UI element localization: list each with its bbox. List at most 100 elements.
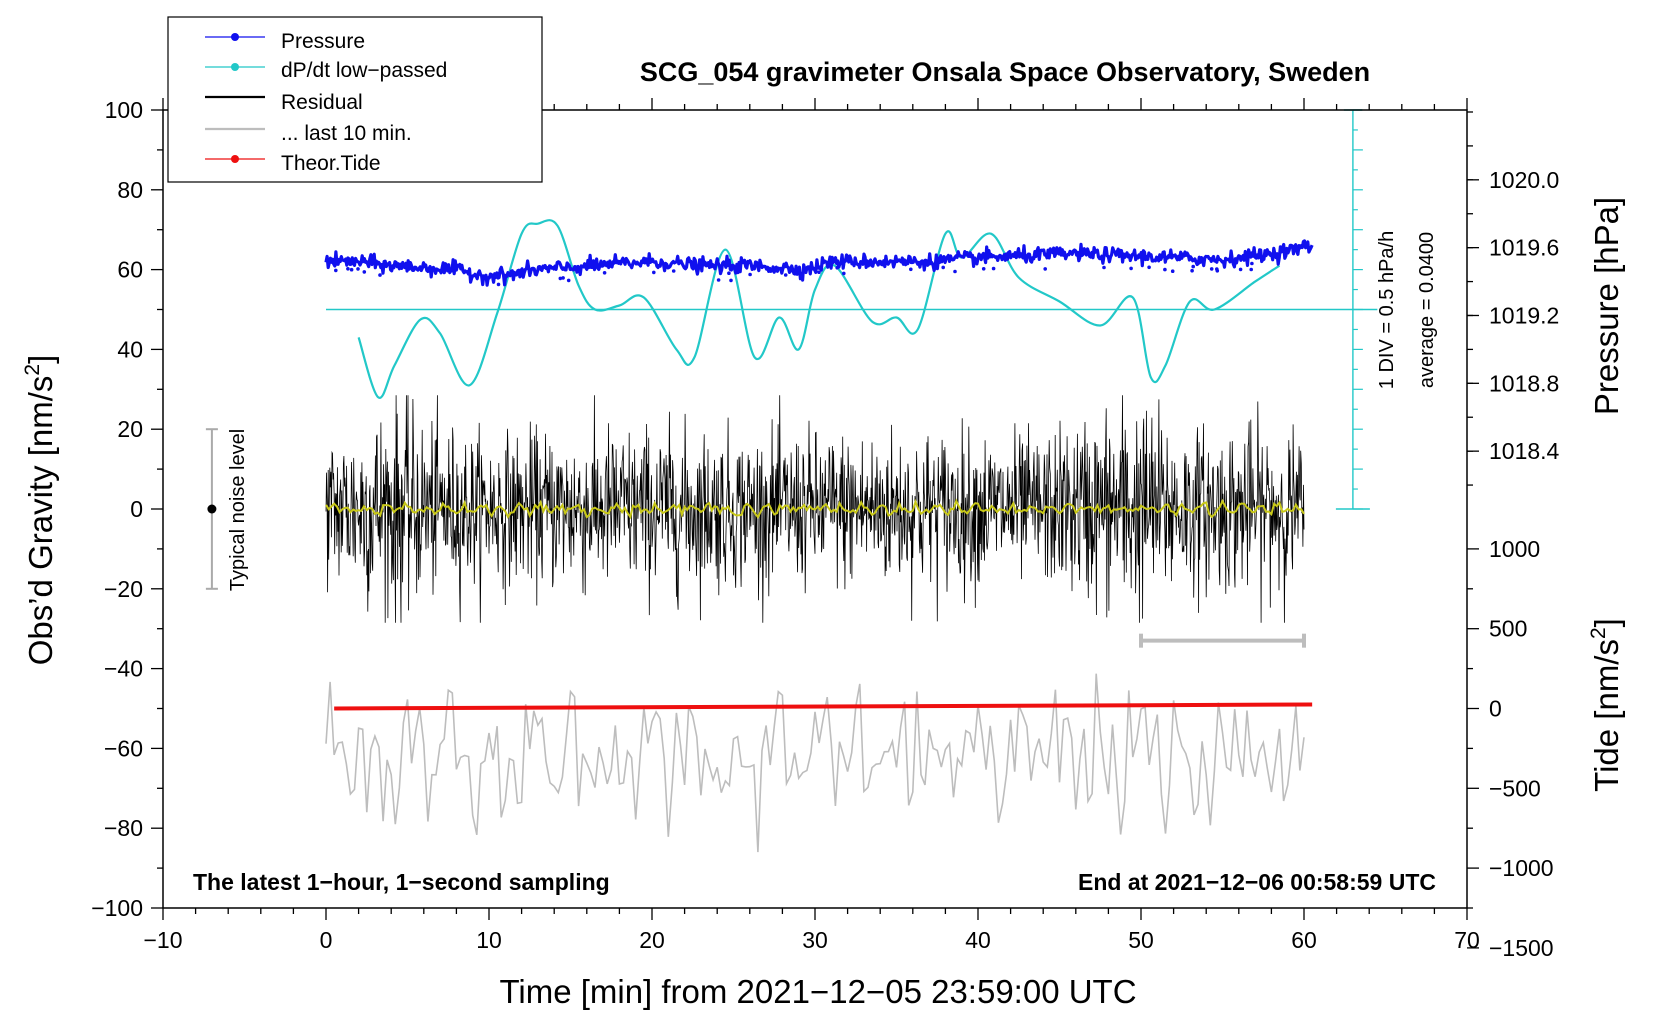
x-tick-label: 30 — [802, 927, 828, 953]
pressure-tick-label: 1020.0 — [1489, 167, 1559, 193]
x-tick-label: 70 — [1454, 927, 1480, 953]
tide-tick-label: −500 — [1489, 775, 1541, 801]
pressure-outlier-point — [1129, 266, 1133, 271]
pressure-outlier-point — [748, 272, 752, 277]
legend-label-tide: Theor.Tide — [281, 152, 381, 175]
series-dpdt-low-passed — [357, 219, 1281, 399]
pressure-outlier-point — [1250, 261, 1254, 266]
pressure-outlier-point — [1163, 267, 1167, 272]
pressure-outlier-point — [1215, 267, 1219, 271]
pressure-outlier-point — [378, 273, 382, 277]
legend-label-residual: Residual — [281, 91, 363, 114]
pressure-outlier-point — [1238, 267, 1243, 272]
pressure-outlier-point — [729, 278, 733, 283]
x-tick-label: −10 — [143, 927, 182, 953]
y-axis-title-gravity: Obs’d Gravity [nm/s2] — [21, 355, 59, 666]
x-tick-label: 0 — [320, 927, 333, 953]
x-tick-label: 10 — [476, 927, 502, 953]
pressure-outlier-point — [561, 276, 565, 280]
pressure-outlier-point — [334, 268, 338, 273]
pressure-tick-label: 1018.8 — [1489, 370, 1559, 396]
legend: Pressure dP/dt low−passed Residual ... l… — [167, 16, 543, 183]
dpdt-average-label: average = 0.0400 — [1416, 232, 1438, 388]
pressure-outlier-point — [842, 271, 846, 276]
pressure-outlier-point — [1043, 267, 1047, 271]
tide-tick-label: 1000 — [1489, 536, 1540, 562]
y-tick-label: 20 — [117, 416, 143, 442]
series-residual-smoothed — [325, 498, 1305, 520]
pressure-outlier-point — [981, 267, 986, 271]
pressure-outlier-point — [496, 282, 501, 287]
y-tick-label: 80 — [117, 177, 143, 203]
pressure-tick-label: 1019.2 — [1489, 302, 1559, 328]
tide-tick-label: 500 — [1489, 616, 1527, 642]
pressure-outlier-point — [991, 266, 996, 271]
x-axis-title: Time [min] from 2021−12−05 23:59:00 UTC — [499, 973, 1136, 1010]
pressure-outlier-point — [362, 270, 367, 274]
y-tick-label: −80 — [104, 815, 143, 841]
pressure-outlier-point — [671, 269, 676, 273]
y-tick-label: 100 — [105, 97, 143, 123]
pressure-outlier-point — [346, 267, 350, 271]
pressure-outlier-point — [356, 267, 360, 271]
pressure-outlier-point — [558, 276, 563, 281]
legend-label-pressure: Pressure — [281, 30, 365, 53]
pressure-outlier-point — [602, 271, 607, 275]
tide-tick-label: −1000 — [1489, 855, 1554, 881]
pressure-outlier-point — [1249, 267, 1253, 272]
pressure-outlier-point — [909, 267, 913, 272]
axis-ticks: −10 0 10 20 30 40 50 60 70100806040200−20−40−60−… — [91, 97, 1559, 961]
pressure-outlier-point — [1147, 265, 1151, 270]
x-tick-label: 60 — [1291, 927, 1317, 953]
x-tick-label: 20 — [639, 927, 665, 953]
x-tick-label: 40 — [965, 927, 991, 953]
annotation-sampling: The latest 1−hour, 1−second sampling — [193, 869, 610, 895]
pressure-outlier-point — [835, 265, 839, 270]
pressure-outlier-point — [1209, 267, 1214, 271]
pressure-outlier-point — [727, 271, 731, 276]
pressure-outlier-point — [783, 273, 788, 277]
pressure-outlier-point — [1191, 264, 1195, 269]
legend-key-dot — [231, 155, 239, 163]
dpdt-scale-label: 1 DIV = 0.5 hPa/h — [1376, 231, 1398, 389]
pressure-outlier-point — [1190, 268, 1194, 273]
series-layer — [205, 109, 1378, 853]
y-tick-label: 60 — [117, 257, 143, 283]
y-tick-label: 40 — [117, 336, 143, 362]
y-tick-label: −100 — [91, 895, 143, 921]
legend-box — [167, 16, 543, 183]
series-last-10-min — [325, 673, 1305, 853]
tide-tick-label: −1500 — [1489, 935, 1554, 961]
pressure-outlier-point — [1170, 269, 1175, 274]
chart-title: SCG_054 gravimeter Onsala Space Observat… — [640, 57, 1370, 87]
series-theor-tide — [334, 702, 1313, 711]
y-tick-label: 0 — [130, 496, 143, 522]
pressure-outlier-point — [716, 278, 721, 282]
annotation-end-time: End at 2021−12−06 00:58:59 UTC — [1078, 869, 1436, 895]
pressure-outlier-point — [1102, 265, 1106, 270]
y-axis-title-tide: Tide [nm/s2] — [1587, 618, 1625, 792]
legend-keys — [205, 33, 265, 163]
tide-tick-label: 0 — [1489, 696, 1502, 722]
noise-level-center-point — [207, 504, 217, 514]
y-axis-title-pressure: Pressure [hPa] — [1588, 197, 1625, 415]
pressure-outlier-point — [817, 270, 821, 275]
pressure-outlier-point — [652, 270, 656, 275]
legend-label-last10: ... last 10 min. — [281, 122, 412, 145]
pressure-outlier-point — [941, 265, 945, 270]
pressure-tick-label: 1019.6 — [1489, 235, 1559, 261]
y-tick-label: −20 — [104, 576, 143, 602]
series-residual — [325, 395, 1305, 623]
pressure-tick-label: 1018.4 — [1489, 438, 1560, 464]
y-tick-label: −40 — [104, 656, 143, 682]
pressure-outlier-point — [349, 267, 354, 272]
pressure-outlier-point — [953, 269, 957, 274]
pressure-outlier-point — [566, 278, 571, 283]
legend-label-dpdt: dP/dt low−passed — [281, 59, 447, 82]
legend-key-dot — [231, 63, 239, 71]
series-pressure — [324, 239, 1314, 287]
legend-key-dot — [231, 33, 239, 41]
noise-level-label: Typical noise level — [227, 429, 249, 591]
y-tick-label: −60 — [104, 735, 143, 761]
